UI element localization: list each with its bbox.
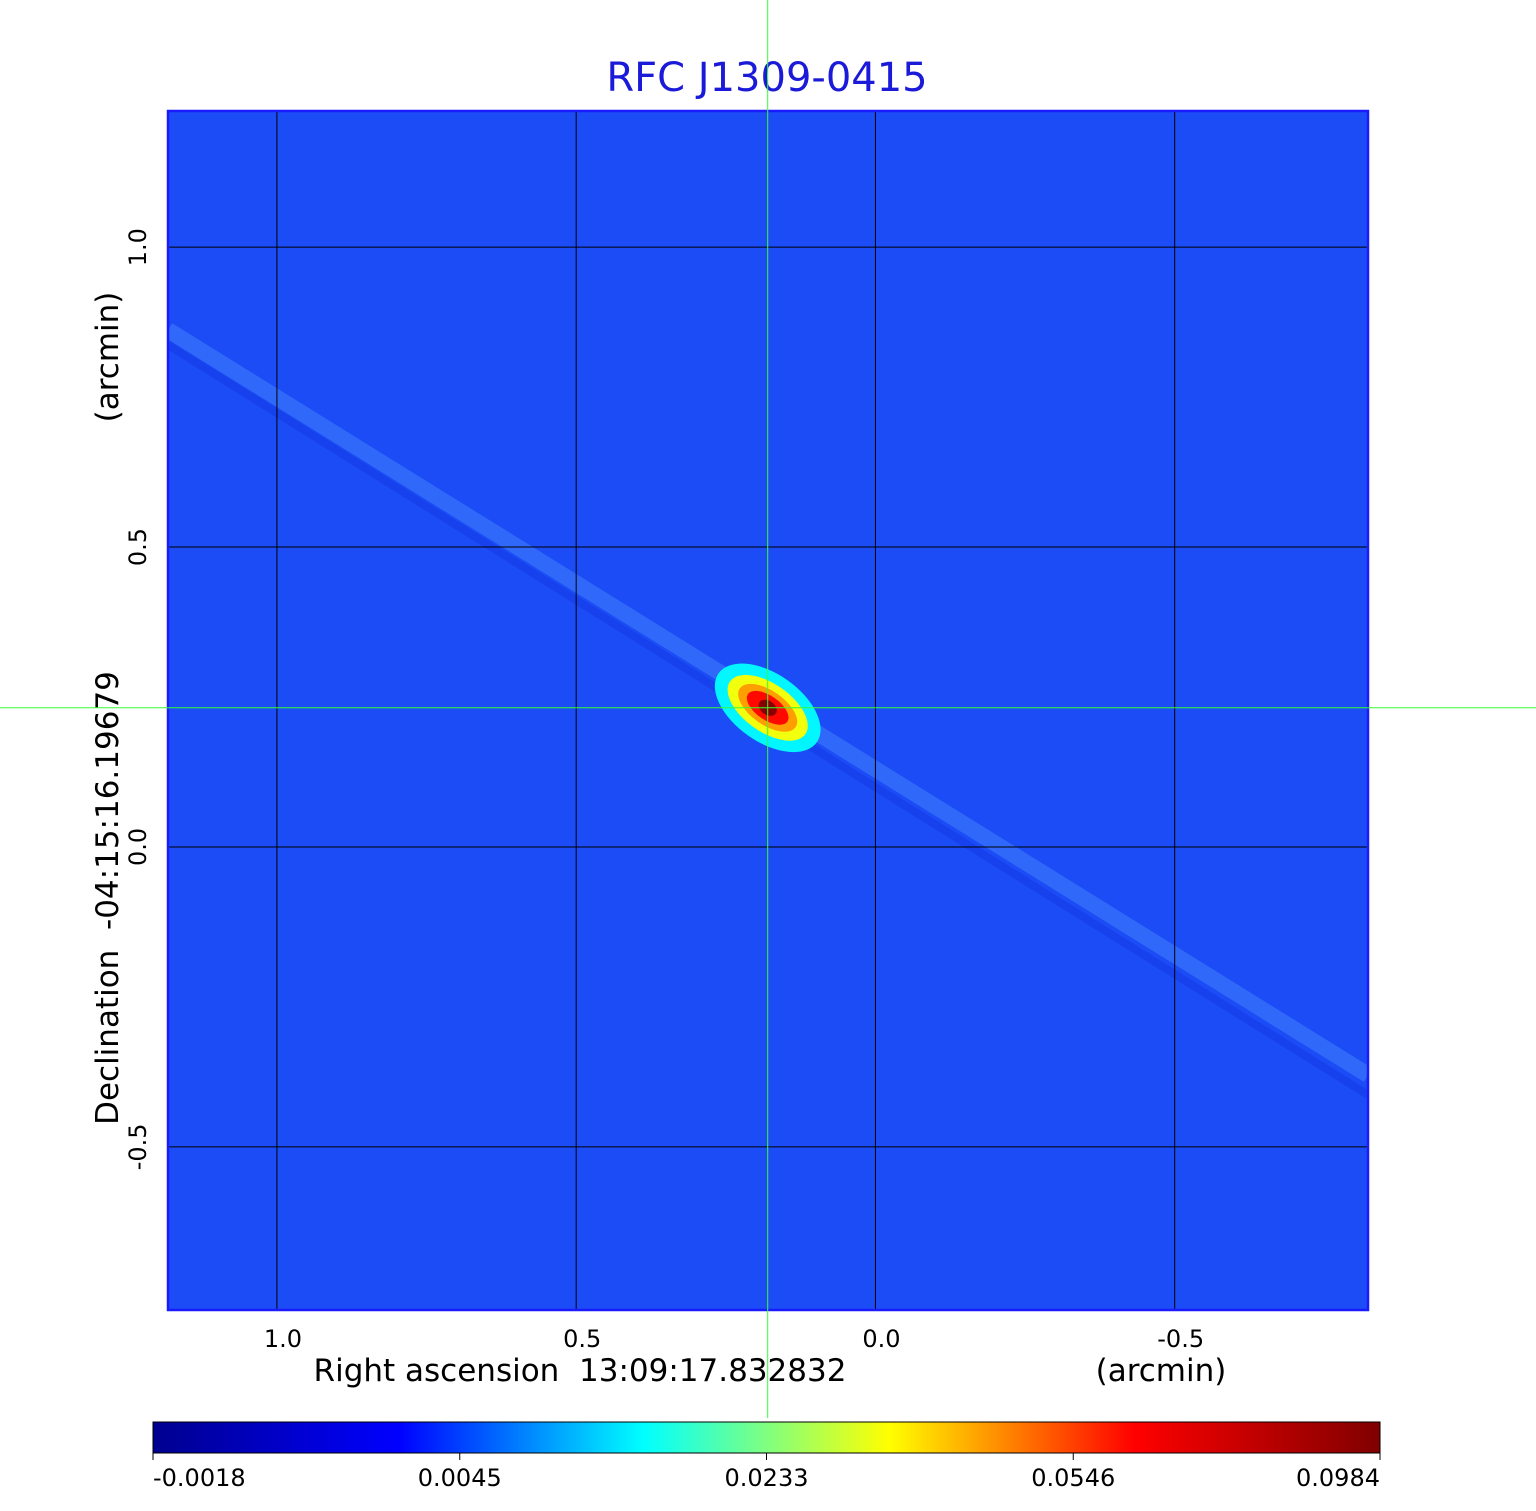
grid xyxy=(168,111,1368,1310)
colorbar-tick-label: 0.0233 xyxy=(725,1464,809,1492)
x-axis-label: Right ascension 13:09:17.832832 xyxy=(314,1353,847,1389)
colorbar xyxy=(152,1421,1381,1454)
colorbar-tick-label: -0.0018 xyxy=(153,1464,246,1492)
y-tick-label: 0.5 xyxy=(124,528,152,566)
y-tick-label: 0.0 xyxy=(124,828,152,866)
x-tick-label: 0.0 xyxy=(862,1325,900,1353)
colorbar-tick-label: 0.0546 xyxy=(1031,1464,1115,1492)
y-axis-label: Declination -04:15:16.19679 xyxy=(90,671,126,1125)
y-axis-unit: (arcmin) xyxy=(90,292,126,423)
x-tick-label: 1.0 xyxy=(264,1325,302,1353)
x-tick-label: 0.5 xyxy=(563,1325,601,1353)
colorbar-tick-label: 0.0045 xyxy=(418,1464,502,1492)
y-tick-label: 1.0 xyxy=(124,228,152,266)
y-tick-label: -0.5 xyxy=(124,1123,152,1170)
x-axis-unit: (arcmin) xyxy=(1096,1353,1227,1389)
x-tick-label: -0.5 xyxy=(1157,1325,1204,1353)
colorbar-tick-label: 0.0984 xyxy=(1296,1464,1380,1492)
chart-title: RFC J1309-0415 xyxy=(606,55,927,101)
